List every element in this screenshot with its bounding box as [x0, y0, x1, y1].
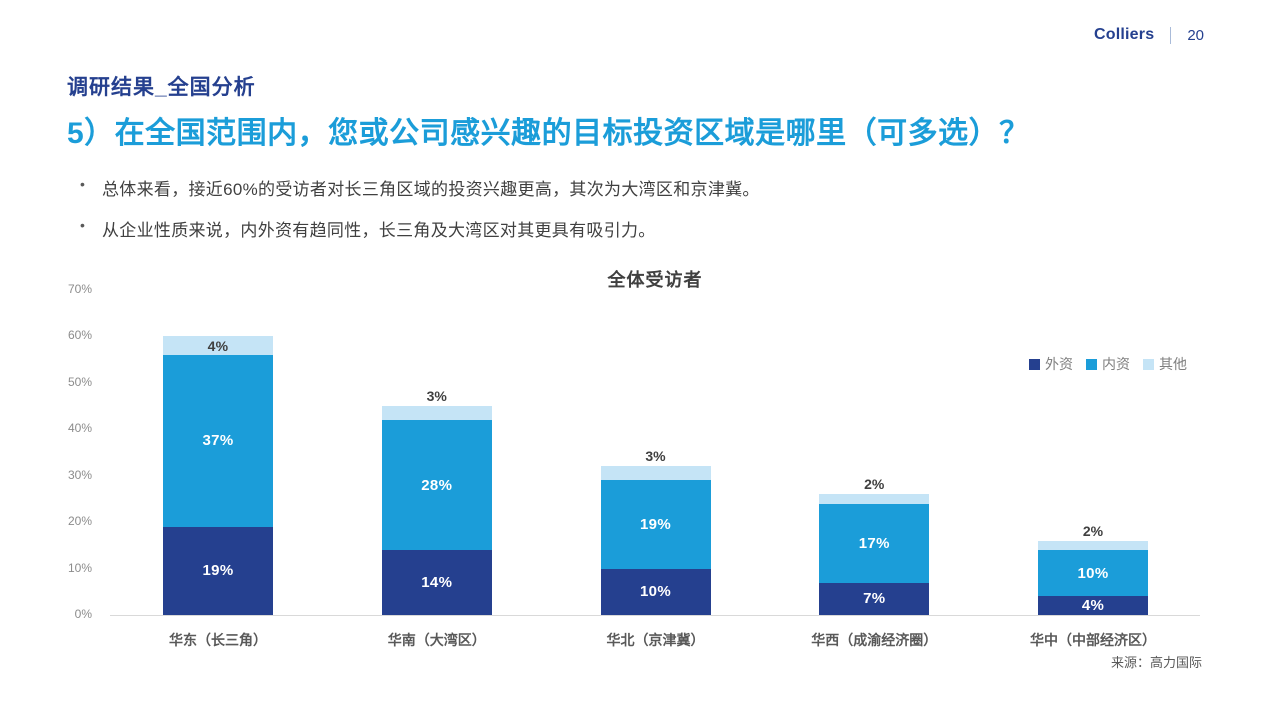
- bullet-text: 从企业性质来说，内外资有趋同性，长三角及大湾区对其更具有吸引力。: [102, 221, 656, 240]
- legend-label: 其他: [1159, 356, 1187, 372]
- section-title: 调研结果_全国分析: [67, 76, 256, 99]
- y-axis-tick: 40%: [67, 421, 92, 436]
- source-note: 来源：高力国际: [1110, 655, 1202, 670]
- legend-label: 内资: [1102, 356, 1130, 372]
- x-axis-category-label: 华西（成渝经济圈）: [811, 632, 938, 648]
- bar-group: 7% 17% 2%: [819, 290, 930, 615]
- legend-item-内资: 内资: [1086, 354, 1130, 374]
- data-label: 2%: [864, 476, 885, 493]
- chart-title: 全体受访者: [607, 270, 703, 290]
- x-axis-category-label: 华东（长三角）: [169, 632, 267, 648]
- bar-segment-内资: 28%: [381, 420, 492, 550]
- bar-group: 19% 37% 4%: [163, 290, 273, 615]
- bar-segment-其他: 4%: [163, 336, 273, 355]
- x-axis-category-label: 华北（京津冀）: [606, 632, 705, 648]
- bar-segment-外资: 4%: [1038, 596, 1148, 615]
- y-axis-tick: 70%: [67, 282, 92, 296]
- y-axis: 0% 10% 20% 30% 40% 50% 60% 70%: [0, 282, 100, 621]
- data-label: 7%: [863, 590, 886, 608]
- bar-group: 10% 19% 3%: [600, 290, 711, 615]
- data-label: 19%: [640, 515, 671, 533]
- bar-segment-其他: [819, 494, 930, 504]
- bar-group: 4% 10% 2%: [1038, 290, 1148, 615]
- y-axis-tick: 60%: [67, 328, 92, 343]
- legend-item-外资: 外资: [1029, 354, 1073, 374]
- legend-swatch-icon: [1086, 358, 1097, 370]
- data-label: 2%: [1082, 522, 1104, 539]
- y-axis-tick: 20%: [67, 514, 92, 529]
- chart-legend: 外资 内资 其他: [1029, 354, 1187, 374]
- bar-segment-其他: [600, 466, 711, 481]
- bullet-dot: •: [80, 217, 86, 233]
- y-axis-tick: 50%: [67, 374, 92, 389]
- data-label: 4%: [207, 337, 229, 354]
- bar-segment-外资: 10%: [600, 568, 711, 615]
- bullet-text: 总体来看，接近60%的受访者对长三角区域的投资兴趣更高，其次为大湾区和京津冀。: [102, 180, 760, 199]
- legend-label: 外资: [1045, 356, 1073, 372]
- stacked-bar-chart: 全体受访者 0% 10% 20% 30% 40% 50% 60% 70% 19% 37% 4% 14…: [0, 262, 1280, 692]
- bullet-dot: •: [80, 176, 86, 192]
- data-label: 10%: [640, 583, 671, 601]
- data-label: 4%: [1081, 597, 1105, 615]
- bar-segment-内资: 19%: [600, 480, 711, 569]
- data-label: 37%: [202, 432, 234, 450]
- data-label: 19%: [202, 562, 234, 580]
- data-label: 28%: [421, 476, 453, 494]
- bar-group: 14% 28% 3%: [381, 290, 492, 615]
- data-label: 3%: [645, 448, 666, 465]
- data-label: 3%: [426, 388, 447, 405]
- brand-logo-text: Colliers: [1094, 26, 1155, 43]
- bullet-item: • 总体来看，接近60%的受访者对长三角区域的投资兴趣更高，其次为大湾区和京津冀。: [78, 175, 760, 200]
- y-axis-tick: 0%: [74, 607, 92, 621]
- legend-swatch-icon: [1143, 358, 1154, 370]
- x-axis-category-label: 华南（大湾区）: [387, 632, 486, 648]
- data-label: 14%: [421, 574, 453, 591]
- bar-segment-其他: [381, 406, 492, 420]
- bullet-item: • 从企业性质来说，内外资有趋同性，长三角及大湾区对其更具有吸引力。: [78, 216, 760, 241]
- bar-segment-外资: 19%: [163, 526, 273, 615]
- page-title: 5）在全国范围内，您或公司感兴趣的目标投资区域是哪里（可多选）？: [67, 117, 1030, 150]
- x-axis-category-label: 华中（中部经济区）: [1030, 632, 1156, 648]
- brand-separator: [1170, 26, 1172, 44]
- bar-segment-外资: 7%: [819, 582, 930, 615]
- summary-bullets: • 总体来看，接近60%的受访者对长三角区域的投资兴趣更高，其次为大湾区和京津冀。…: [78, 175, 760, 257]
- legend-item-其他: 其他: [1143, 354, 1187, 374]
- bar-segment-内资: 10%: [1038, 550, 1148, 597]
- bar-segment-内资: 37%: [163, 355, 273, 527]
- legend-swatch-icon: [1029, 358, 1040, 370]
- data-label: 10%: [1077, 564, 1109, 582]
- y-axis-tick: 10%: [67, 560, 92, 575]
- bar-segment-外资: 14%: [381, 550, 492, 615]
- y-axis-tick: 30%: [67, 467, 92, 482]
- bar-segment-其他: [1038, 540, 1148, 550]
- plot-area: 19% 37% 4% 14% 28% 3% 10% 19% 3% 7% 17% 2% 4% 10% 2%: [110, 290, 1200, 616]
- bar-segment-内资: 17%: [819, 503, 930, 583]
- header-brand-row: Colliers 20: [1094, 26, 1204, 44]
- page-number: 20: [1187, 26, 1204, 44]
- data-label: 17%: [858, 534, 890, 552]
